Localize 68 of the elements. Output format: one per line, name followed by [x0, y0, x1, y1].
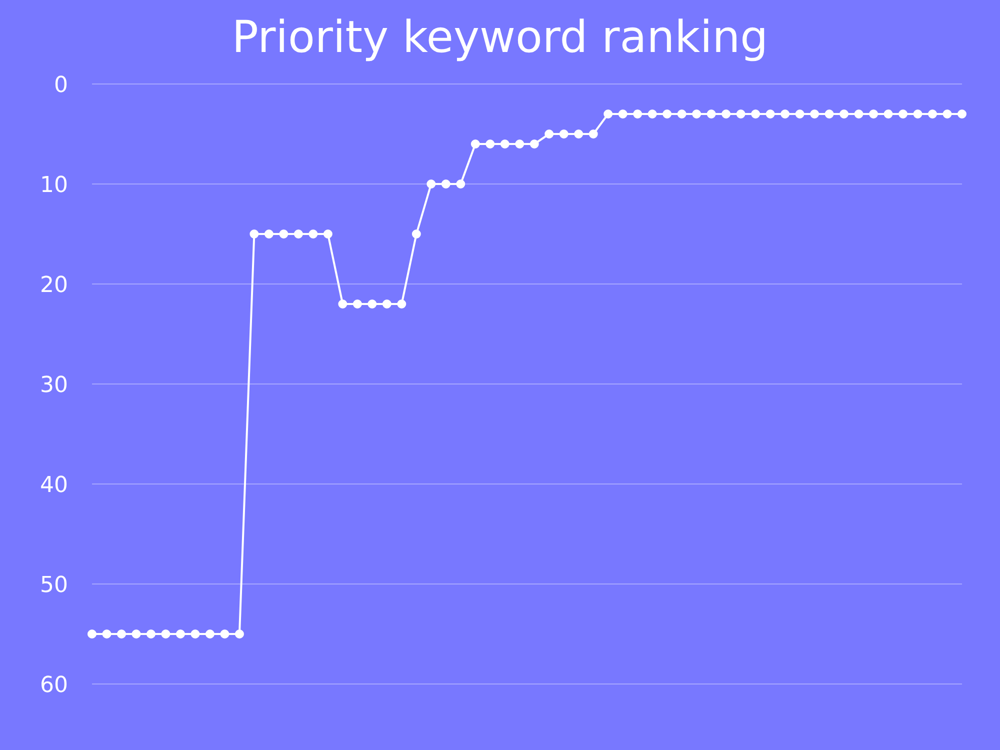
point: [766, 110, 775, 118]
point: [604, 110, 613, 118]
point: [559, 130, 568, 138]
point: [352, 300, 362, 308]
point: [706, 110, 716, 118]
point: [264, 230, 274, 238]
point: [250, 230, 259, 238]
point: [722, 110, 731, 118]
point: [234, 630, 244, 638]
point: [515, 140, 524, 148]
point: [795, 110, 804, 118]
y-tick-label: 50: [40, 572, 68, 598]
point: [88, 630, 96, 638]
point: [220, 630, 230, 638]
point: [898, 110, 908, 118]
point: [132, 630, 141, 638]
point: [176, 630, 185, 638]
point: [928, 110, 938, 118]
y-tick-label: 10: [40, 172, 68, 198]
point: [692, 110, 702, 118]
point: [588, 130, 598, 138]
point: [500, 140, 510, 148]
point: [840, 110, 849, 118]
point: [190, 630, 200, 638]
point: [338, 300, 348, 308]
point: [412, 230, 421, 238]
point: [441, 180, 450, 188]
point: [323, 230, 332, 238]
point: [530, 140, 539, 148]
y-tick-label: 40: [40, 472, 68, 498]
chart-title: Priority keyword ranking: [230, 11, 770, 65]
point: [161, 630, 170, 638]
point: [205, 630, 214, 638]
point: [780, 110, 790, 118]
y-tick-label: 60: [40, 672, 68, 698]
point: [382, 300, 392, 308]
point: [456, 180, 466, 188]
point: [618, 110, 628, 118]
point: [116, 630, 126, 638]
point: [958, 110, 966, 118]
point: [942, 110, 952, 118]
point: [913, 110, 922, 118]
point: [279, 230, 288, 238]
point: [397, 300, 406, 308]
point: [633, 110, 642, 118]
point: [677, 110, 686, 118]
point: [146, 630, 156, 638]
point: [308, 230, 318, 238]
y-tick-label: 20: [40, 272, 68, 298]
y-tick-label: 30: [40, 372, 68, 398]
point: [824, 110, 834, 118]
point: [470, 140, 480, 148]
point: [884, 110, 893, 118]
point: [751, 110, 760, 118]
point: [368, 300, 377, 308]
y-tick-label: 0: [54, 72, 68, 98]
point: [102, 630, 112, 638]
point: [544, 130, 554, 138]
point: [736, 110, 746, 118]
point: [869, 110, 878, 118]
point: [810, 110, 820, 118]
point: [662, 110, 672, 118]
point: [486, 140, 495, 148]
point: [574, 130, 584, 138]
point: [648, 110, 657, 118]
point: [854, 110, 864, 118]
point: [426, 180, 436, 188]
point: [294, 230, 303, 238]
